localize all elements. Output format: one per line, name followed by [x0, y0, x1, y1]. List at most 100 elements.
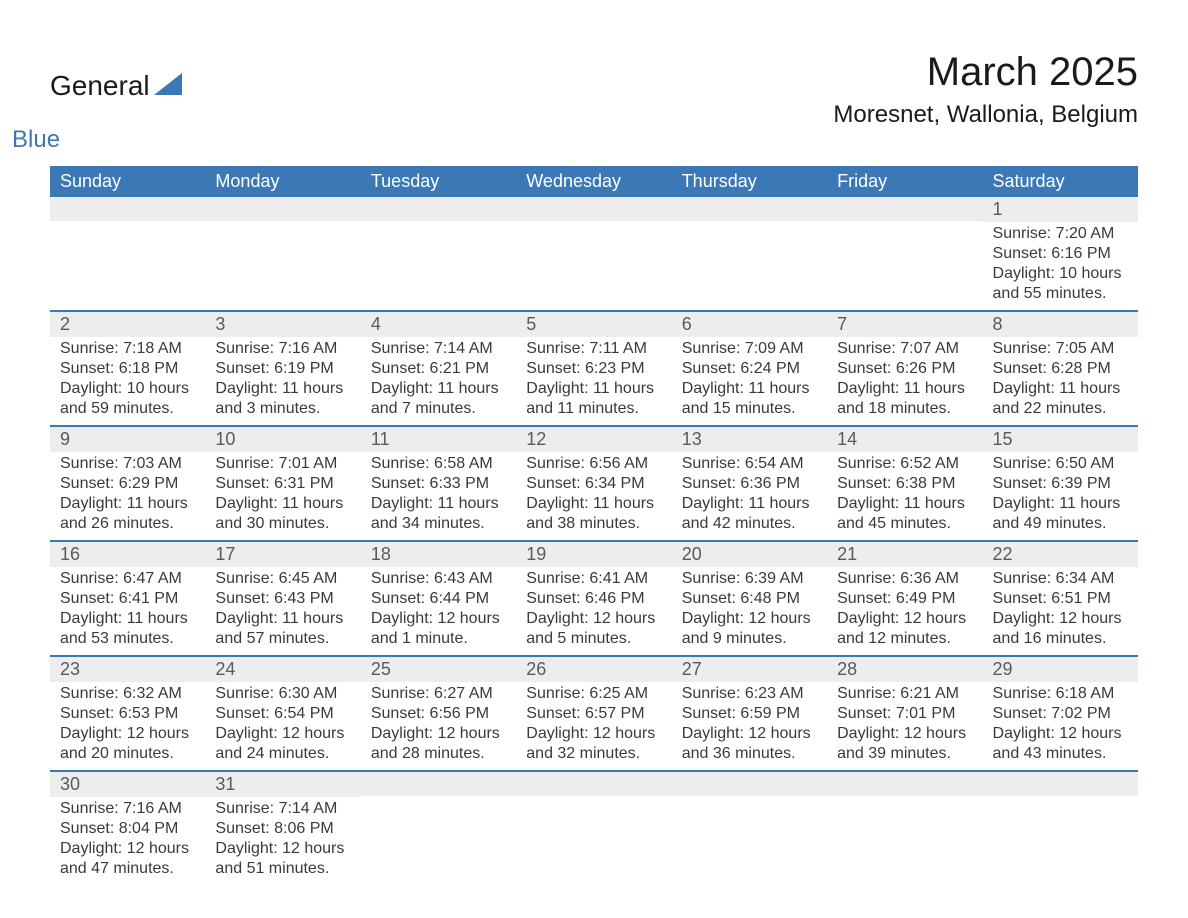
detail-sr: Sunrise: 6:34 AM	[993, 569, 1128, 589]
detail-d1: Daylight: 11 hours	[837, 494, 972, 514]
day-details: Sunrise: 6:23 AMSunset: 6:59 PMDaylight:…	[672, 682, 827, 770]
detail-sr: Sunrise: 6:23 AM	[682, 684, 817, 704]
day-header: Saturday	[983, 166, 1138, 197]
detail-ss: Sunset: 6:36 PM	[682, 474, 817, 494]
detail-d1: Daylight: 12 hours	[837, 609, 972, 629]
day-number: 23	[50, 657, 205, 682]
detail-ss: Sunset: 6:39 PM	[993, 474, 1128, 494]
day-details: Sunrise: 7:20 AMSunset: 6:16 PMDaylight:…	[983, 222, 1138, 310]
detail-d1: Daylight: 12 hours	[371, 609, 506, 629]
detail-d2: and 57 minutes.	[215, 629, 350, 649]
day-details: Sunrise: 6:52 AMSunset: 6:38 PMDaylight:…	[827, 452, 982, 540]
detail-d2: and 36 minutes.	[682, 744, 817, 764]
detail-sr: Sunrise: 6:32 AM	[60, 684, 195, 704]
day-details: Sunrise: 6:58 AMSunset: 6:33 PMDaylight:…	[361, 452, 516, 540]
day-cell	[50, 197, 205, 311]
location: Moresnet, Wallonia, Belgium	[833, 101, 1138, 129]
day-number: 27	[672, 657, 827, 682]
detail-d1: Daylight: 12 hours	[993, 609, 1128, 629]
detail-ss: Sunset: 6:48 PM	[682, 589, 817, 609]
detail-d2: and 22 minutes.	[993, 399, 1128, 419]
day-details: Sunrise: 7:05 AMSunset: 6:28 PMDaylight:…	[983, 337, 1138, 425]
day-details: Sunrise: 6:27 AMSunset: 6:56 PMDaylight:…	[361, 682, 516, 770]
day-number: 30	[50, 772, 205, 797]
detail-sr: Sunrise: 7:01 AM	[215, 454, 350, 474]
detail-ss: Sunset: 8:06 PM	[215, 819, 350, 839]
day-header: Tuesday	[361, 166, 516, 197]
detail-d2: and 12 minutes.	[837, 629, 972, 649]
day-details	[361, 796, 516, 872]
day-number: 9	[50, 427, 205, 452]
detail-d2: and 32 minutes.	[526, 744, 661, 764]
detail-d1: Daylight: 11 hours	[371, 379, 506, 399]
detail-d2: and 24 minutes.	[215, 744, 350, 764]
detail-sr: Sunrise: 6:27 AM	[371, 684, 506, 704]
week-daynum-row: 2Sunrise: 7:18 AMSunset: 6:18 PMDaylight…	[50, 311, 1138, 426]
day-details	[50, 221, 205, 297]
detail-ss: Sunset: 6:54 PM	[215, 704, 350, 724]
detail-ss: Sunset: 6:33 PM	[371, 474, 506, 494]
detail-d1: Daylight: 11 hours	[215, 609, 350, 629]
day-header: Friday	[827, 166, 982, 197]
day-details: Sunrise: 6:36 AMSunset: 6:49 PMDaylight:…	[827, 567, 982, 655]
detail-d1: Daylight: 12 hours	[215, 724, 350, 744]
page-title: March 2025	[833, 50, 1138, 95]
day-details: Sunrise: 6:45 AMSunset: 6:43 PMDaylight:…	[205, 567, 360, 655]
day-number: 18	[361, 542, 516, 567]
day-number: 29	[983, 657, 1138, 682]
detail-ss: Sunset: 6:26 PM	[837, 359, 972, 379]
detail-d1: Daylight: 10 hours	[993, 264, 1128, 284]
detail-d1: Daylight: 12 hours	[526, 609, 661, 629]
logo: General Blue	[50, 50, 182, 154]
detail-d1: Daylight: 12 hours	[60, 839, 195, 859]
day-number	[827, 197, 982, 221]
day-details: Sunrise: 6:18 AMSunset: 7:02 PMDaylight:…	[983, 682, 1138, 770]
detail-d1: Daylight: 11 hours	[993, 494, 1128, 514]
day-number	[672, 772, 827, 796]
day-header: Wednesday	[516, 166, 671, 197]
detail-ss: Sunset: 6:24 PM	[682, 359, 817, 379]
detail-ss: Sunset: 6:31 PM	[215, 474, 350, 494]
day-cell	[827, 771, 982, 885]
day-cell: 1Sunrise: 7:20 AMSunset: 6:16 PMDaylight…	[983, 197, 1138, 311]
day-number: 4	[361, 312, 516, 337]
day-cell: 13Sunrise: 6:54 AMSunset: 6:36 PMDayligh…	[672, 426, 827, 541]
detail-sr: Sunrise: 7:18 AM	[60, 339, 195, 359]
detail-ss: Sunset: 6:23 PM	[526, 359, 661, 379]
detail-d2: and 51 minutes.	[215, 859, 350, 879]
day-number	[827, 772, 982, 796]
day-details: Sunrise: 7:14 AMSunset: 8:06 PMDaylight:…	[205, 797, 360, 885]
day-cell	[516, 771, 671, 885]
detail-ss: Sunset: 6:38 PM	[837, 474, 972, 494]
logo-word1: General	[50, 70, 150, 101]
detail-sr: Sunrise: 7:16 AM	[60, 799, 195, 819]
detail-d2: and 30 minutes.	[215, 514, 350, 534]
calendar-table: Sunday Monday Tuesday Wednesday Thursday…	[50, 166, 1138, 885]
detail-d1: Daylight: 10 hours	[60, 379, 195, 399]
detail-d1: Daylight: 11 hours	[682, 379, 817, 399]
detail-sr: Sunrise: 7:11 AM	[526, 339, 661, 359]
week-daynum-row: 1Sunrise: 7:20 AMSunset: 6:16 PMDaylight…	[50, 197, 1138, 311]
day-cell: 30Sunrise: 7:16 AMSunset: 8:04 PMDayligh…	[50, 771, 205, 885]
detail-d1: Daylight: 11 hours	[60, 494, 195, 514]
detail-sr: Sunrise: 6:18 AM	[993, 684, 1128, 704]
detail-d2: and 26 minutes.	[60, 514, 195, 534]
day-number	[361, 197, 516, 221]
detail-d1: Daylight: 11 hours	[371, 494, 506, 514]
day-number: 2	[50, 312, 205, 337]
detail-d1: Daylight: 12 hours	[682, 724, 817, 744]
detail-d2: and 38 minutes.	[526, 514, 661, 534]
day-number: 5	[516, 312, 671, 337]
detail-sr: Sunrise: 6:25 AM	[526, 684, 661, 704]
detail-d2: and 5 minutes.	[526, 629, 661, 649]
day-number	[983, 772, 1138, 796]
day-details: Sunrise: 7:07 AMSunset: 6:26 PMDaylight:…	[827, 337, 982, 425]
day-details	[827, 796, 982, 872]
detail-sr: Sunrise: 6:39 AM	[682, 569, 817, 589]
day-cell: 6Sunrise: 7:09 AMSunset: 6:24 PMDaylight…	[672, 311, 827, 426]
detail-sr: Sunrise: 6:50 AM	[993, 454, 1128, 474]
detail-d2: and 18 minutes.	[837, 399, 972, 419]
day-cell: 25Sunrise: 6:27 AMSunset: 6:56 PMDayligh…	[361, 656, 516, 771]
detail-d2: and 53 minutes.	[60, 629, 195, 649]
day-details: Sunrise: 6:50 AMSunset: 6:39 PMDaylight:…	[983, 452, 1138, 540]
